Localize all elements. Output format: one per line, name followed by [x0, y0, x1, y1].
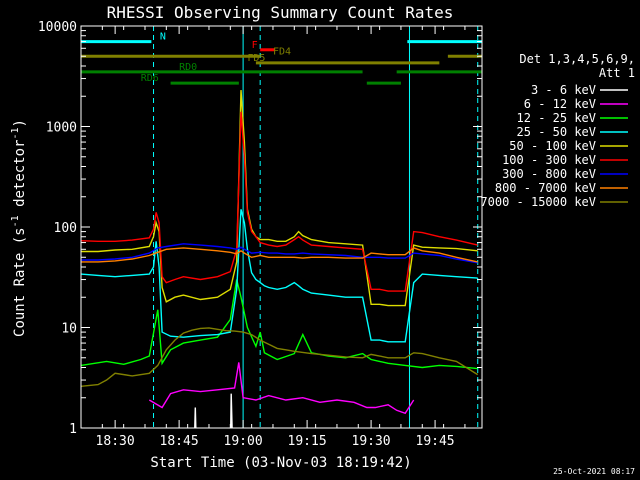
x-axis-label: Start Time (03-Nov-03 18:19:42)	[150, 455, 411, 471]
legend-entry-label: 25 - 50 keV	[517, 125, 596, 139]
y-tick-label: 1000	[46, 121, 77, 136]
legend-entry-label: 12 - 25 keV	[517, 111, 596, 125]
legend-entry-label: 50 - 100 keV	[509, 139, 596, 153]
x-tick-label: 19:30	[352, 434, 391, 449]
plot-area: N F FD4 FD5 RD0 RD6	[81, 26, 482, 428]
flag-label: RD6	[141, 73, 159, 84]
axes: 18:30 18:45 19:00 19:15 19:30 19:45 1 10 100 1000…	[38, 20, 482, 449]
legend-entry-label: 7000 - 15000 keV	[480, 195, 596, 209]
flag-label: F	[252, 40, 258, 51]
legend-entry-label: 300 - 800 keV	[502, 167, 596, 181]
series-line	[148, 362, 415, 415]
legend-header-line-2: Att 1	[599, 66, 635, 80]
flag-label: RD0	[179, 62, 197, 73]
flag-label: N	[160, 32, 166, 43]
legend-entry-label: 6 - 12 keV	[524, 97, 596, 111]
y-axis-label: Count Rate (s-1 detector-1)	[10, 119, 28, 337]
y-tick-label: 100	[54, 221, 77, 236]
series-line	[81, 243, 478, 264]
series-line	[81, 209, 478, 343]
y-tick-label: 1	[69, 422, 77, 437]
x-tick-label: 18:45	[160, 434, 199, 449]
plot-clip-group	[81, 26, 482, 428]
legend-entry-label: 800 - 7000 keV	[495, 181, 596, 195]
y-tick-label: 10000	[38, 20, 77, 35]
x-tick-label: 19:15	[288, 434, 327, 449]
flag-label: FD5	[247, 53, 265, 64]
x-tick-label: 18:30	[96, 434, 135, 449]
series-line	[81, 327, 479, 387]
legend-header-line-1: Det 1,3,4,5,6,9,	[519, 52, 635, 66]
legend-entry-label: 3 - 6 keV	[531, 83, 596, 97]
series-line	[81, 90, 478, 307]
series-line	[81, 247, 478, 263]
series-line	[81, 279, 478, 370]
x-tick-label: 19:00	[224, 434, 263, 449]
x-tick-label: 19:45	[416, 434, 455, 449]
series-line	[81, 111, 478, 292]
flag-label: FD4	[273, 46, 291, 57]
y-tick-label: 10	[61, 322, 77, 337]
chart-title: RHESSI Observing Summary Count Rates	[107, 3, 454, 22]
generation-timestamp: 25-Oct-2021 08:17	[553, 467, 635, 476]
legend-entry-label: 100 - 300 keV	[502, 153, 596, 167]
